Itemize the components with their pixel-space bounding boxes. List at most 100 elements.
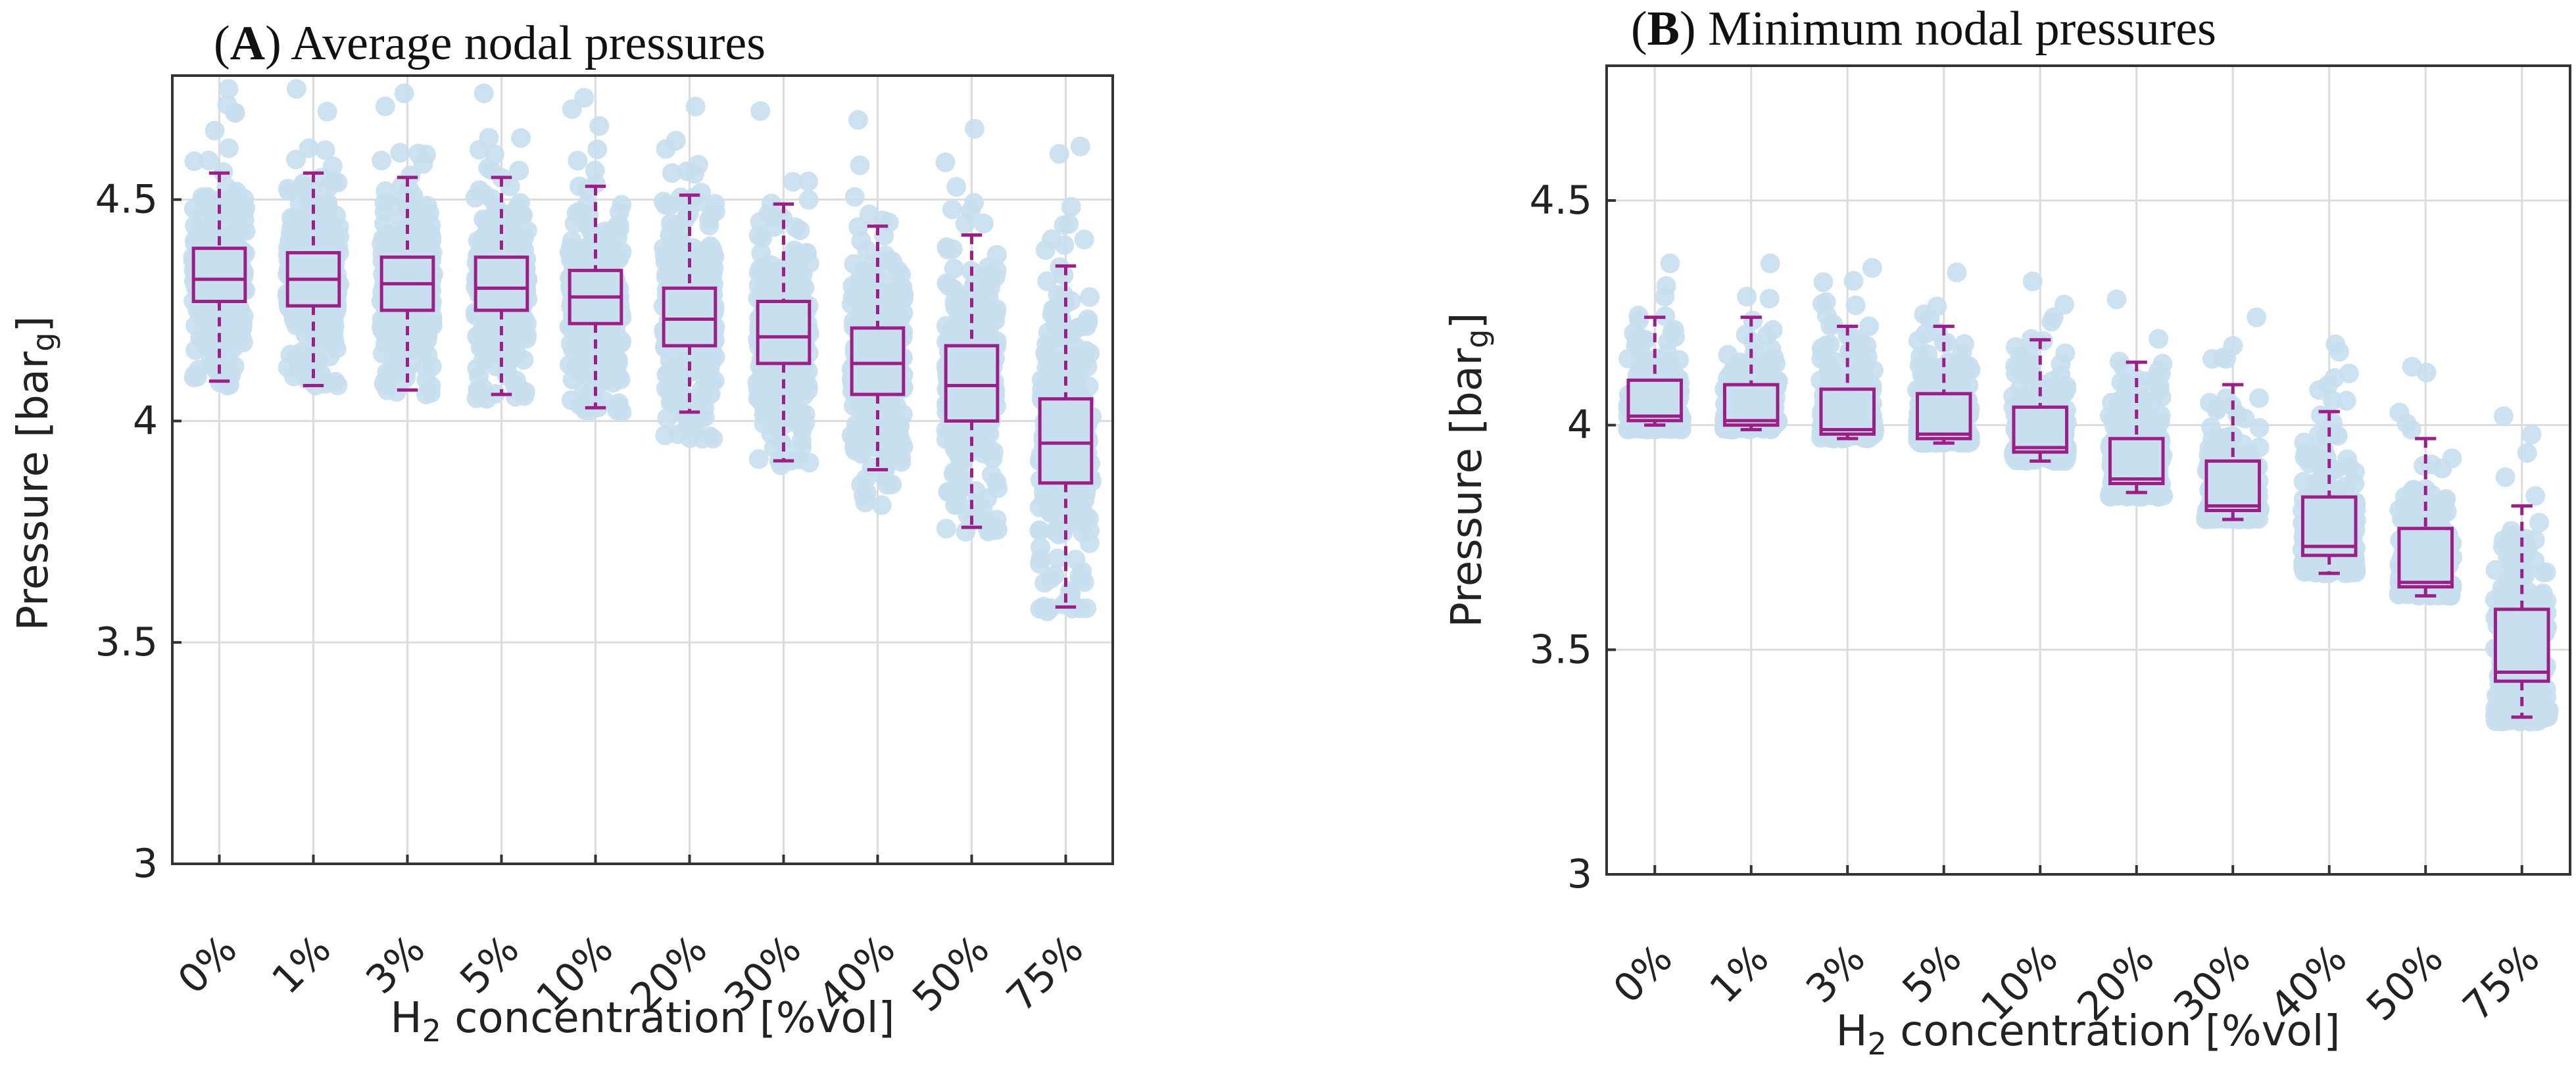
panel-a-scatter-point — [693, 388, 713, 408]
panel-a-scatter-point — [986, 245, 1007, 265]
panel-b-scatter-point — [2346, 562, 2366, 582]
panel-a-scatter-point — [1046, 456, 1067, 477]
panel-a-scatter-point — [319, 177, 339, 197]
panel-b-scatter-point — [2249, 388, 2270, 408]
panel-a-scatter-point — [752, 228, 773, 248]
panel-a-scatter-point — [474, 83, 494, 103]
panel-b-scatter-point — [2054, 295, 2074, 315]
panel-b-scatter-point — [2041, 312, 2062, 332]
panel-a-scatter-point — [375, 96, 395, 116]
panel-b-scatter-point — [2231, 486, 2252, 506]
panel-b-scatter-point — [2202, 349, 2222, 369]
panel-a-scatter-point — [705, 346, 725, 367]
panel-a-scatter-point — [939, 421, 960, 442]
panel-a-scatter-point — [844, 254, 864, 274]
panel-a-scatter-point — [1069, 567, 1090, 587]
panel-a-y-tick-label: 4.5 — [95, 177, 158, 223]
panel-b-scatter-point — [2151, 406, 2171, 426]
panel-a-scatter-point — [372, 343, 393, 364]
panel-a-scatter-point — [1045, 306, 1065, 326]
panel-a-scatter-point — [704, 244, 724, 264]
panel-a-x-tick-label: 3% — [357, 926, 434, 1003]
panel-a-scatter-point — [939, 276, 960, 296]
panel-b-scatter-point — [2117, 389, 2137, 410]
panel-b-scatter-point — [2337, 449, 2358, 469]
panel-a-scatter-point — [655, 425, 675, 446]
panel-b-scatter-point — [2051, 354, 2071, 374]
panel-b-scatter-point — [1669, 387, 1689, 408]
panel-a-scatter-point — [691, 280, 711, 300]
panel-a-scatter-point — [217, 251, 237, 272]
panel-a-x-tick-label: 0% — [169, 926, 246, 1003]
panel-b-scatter-point — [2302, 443, 2322, 463]
panel-a-scatter-point — [798, 172, 819, 192]
panel-a-scatter-point — [587, 139, 608, 160]
panel-b-scatter-point — [2345, 473, 2365, 494]
panel-a-scatter-point — [302, 224, 322, 244]
panel-a-scatter-point — [1049, 144, 1069, 164]
panel-b-scatter-point — [2206, 400, 2227, 420]
panel-a-scatter-point — [888, 260, 908, 280]
panel-b-scatter-point — [1947, 369, 1967, 389]
panel-a-scatter-point — [666, 130, 686, 151]
panel-a-scatter-point — [670, 187, 691, 208]
panel-a-scatter-point — [787, 243, 808, 263]
panel-a-scatter-point — [877, 449, 897, 469]
panel-a-scatter-point — [473, 336, 493, 356]
panel-a-scatter-point — [395, 260, 416, 280]
panel-a-scatter-point — [1046, 496, 1067, 517]
panel-a-scatter-cloud — [371, 83, 443, 404]
panel-b-scatter-point — [2227, 405, 2248, 425]
panel-a-scatter-point — [374, 214, 395, 234]
panel-a-x-label-main: H — [391, 994, 422, 1043]
panel-a-scatter-point — [570, 176, 590, 197]
panel-a-scatter-point — [581, 221, 601, 241]
panel-a-scatter-point — [965, 118, 985, 139]
panel-a-scatter-point — [506, 344, 527, 365]
panel-a-x-axis-label: H2 concentration [%vol] — [391, 994, 895, 1049]
panel-a-scatter-point — [200, 310, 220, 331]
panel-b-scatter-point — [1862, 258, 1882, 278]
panel-a-scatter-point — [961, 201, 981, 221]
panel-a-scatter-point — [662, 163, 682, 183]
panel-a-scatter-point — [785, 217, 806, 237]
panel-a-scatter-point — [1054, 235, 1075, 255]
panel-b-scatter-point — [2247, 307, 2267, 327]
panel-a-scatter-point — [585, 174, 606, 194]
panel-a-scatter-point — [478, 270, 498, 291]
panel-b-scatter-point — [1811, 338, 1832, 358]
panel-b-scatter-point — [2339, 364, 2359, 384]
panel-b-scatter-point — [1812, 294, 1832, 314]
panel-a-scatter-point — [1077, 598, 1097, 619]
panel-a-scatter-point — [612, 195, 632, 215]
panel-b-scatter-point — [1656, 276, 1676, 296]
panel-a-scatter-cloud — [559, 87, 632, 422]
panel-b-scatter-point — [2303, 517, 2323, 537]
panel-a-scatter-point — [893, 289, 913, 309]
panel-b-scatter-point — [1749, 387, 1769, 408]
panel-a-scatter-point — [859, 204, 879, 225]
panel-a-scatter-point — [944, 258, 964, 279]
panel-a-scatter-point — [305, 319, 326, 339]
panel-a-scatter-point — [517, 325, 537, 345]
panel-a-title: (A) Average nodal pressures — [214, 16, 766, 70]
panel-a-scatter-point — [281, 218, 301, 238]
panel-b-scatter-point — [1956, 410, 1976, 430]
panel-a-scatter-point — [1053, 523, 1073, 543]
panel-b-scatter-point — [1628, 306, 1649, 326]
panel-a-scatter-point — [1070, 136, 1090, 156]
panel-a-scatter-point — [475, 303, 496, 323]
panel-a-scatter-point — [389, 341, 409, 361]
panel-b-scatter-point — [2212, 461, 2232, 482]
panel-a-scatter-point — [575, 339, 596, 359]
panel-a-scatter-point — [184, 151, 205, 172]
panel-a-scatter-point — [218, 330, 238, 350]
panel-a-scatter-point — [509, 160, 529, 181]
panel-a-scatter-point — [387, 229, 407, 249]
panel-a-scatter-point — [952, 470, 972, 490]
panel-b-scatter-point — [1813, 272, 1834, 293]
panel-a-scatter-point — [508, 264, 529, 285]
panel-a-scatter-point — [971, 327, 992, 347]
panel-a-scatter-point — [232, 262, 253, 283]
panel-a-scatter-point — [798, 189, 819, 210]
